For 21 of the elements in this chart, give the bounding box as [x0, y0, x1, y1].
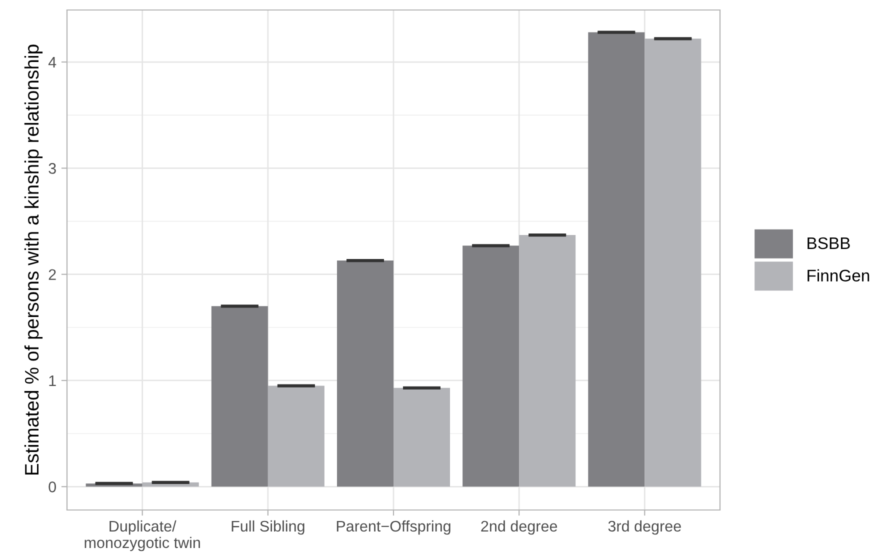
bar [394, 388, 450, 487]
bar [462, 246, 520, 487]
y-tick-label: 2 [48, 269, 56, 280]
y-tick-label: 4 [48, 57, 56, 68]
bar [588, 32, 645, 487]
legend-label: FinnGen [808, 269, 870, 282]
x-tick-label: 3rd degree [608, 520, 681, 535]
bar [336, 260, 394, 487]
x-tick-label: Duplicate/ monozygotic twin [84, 520, 200, 552]
x-tick-label: Parent−Offspring [336, 520, 450, 535]
bar [644, 38, 702, 487]
y-tick-label: 3 [48, 163, 56, 174]
y-tick-label: 0 [48, 482, 56, 492]
x-tick-label: Full Sibling [232, 520, 304, 535]
x-tick-label: 2nd degree [481, 520, 558, 535]
y-tick-label: 1 [49, 376, 56, 386]
bar [211, 306, 268, 487]
y-axis-title: Estimated % of persons with a kinship relationship [24, 44, 43, 475]
bar [519, 235, 576, 487]
legend-label: BSBB [808, 237, 850, 250]
bar [268, 386, 324, 487]
